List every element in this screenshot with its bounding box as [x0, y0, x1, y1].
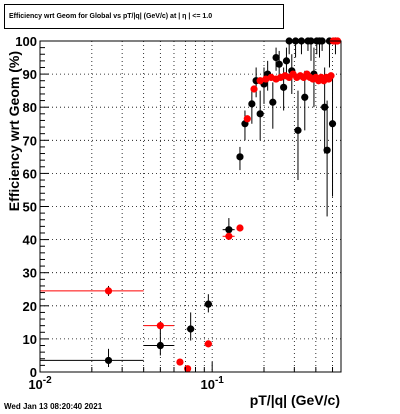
series-1	[40, 37, 342, 373]
data-point	[323, 146, 331, 154]
data-point	[282, 57, 291, 65]
y-tick-label: 100	[15, 34, 37, 49]
data-point	[225, 232, 233, 240]
data-point	[104, 356, 113, 365]
x-tick-label: 10-2	[28, 375, 52, 392]
data-point	[327, 72, 335, 80]
data-point	[256, 110, 264, 118]
data-point	[321, 103, 329, 111]
data-point	[294, 126, 302, 134]
data-point	[250, 85, 258, 93]
y-tick-label: 90	[23, 67, 37, 82]
chart-title: Efficiency wrt Geom for Global vs pT/|q|…	[4, 4, 284, 29]
data-point	[236, 224, 244, 232]
data-point	[156, 341, 164, 350]
data-point	[328, 120, 337, 128]
y-tick-label: 80	[23, 100, 37, 115]
data-point	[275, 60, 283, 68]
y-tick-label: 10	[23, 332, 37, 347]
data-point	[301, 93, 309, 101]
axis-ticks	[39, 40, 334, 373]
data-point	[243, 115, 251, 123]
y-tick-label: 0	[30, 365, 37, 380]
data-point	[176, 358, 184, 366]
data-point	[104, 287, 113, 295]
timestamp: Wed Jan 13 08:20:40 2021	[4, 402, 103, 411]
data-point	[156, 322, 164, 330]
y-tick-label: 30	[23, 266, 37, 281]
data-point	[269, 98, 277, 106]
data-point	[248, 100, 256, 108]
y-axis-title: Efficiency wrt Geom (%)	[6, 51, 22, 211]
x-axis-title: pT/|q| (GeV/c)	[250, 392, 340, 408]
data-point	[236, 153, 244, 161]
y-tick-label: 20	[23, 299, 37, 314]
data-point	[225, 226, 233, 234]
data-point	[187, 325, 195, 333]
axis-tick-labels: 0 10 20 30 40 50 60 70 80 90 100 10-2 10-1	[15, 34, 224, 392]
y-tick-label: 60	[23, 166, 37, 181]
data-point	[204, 300, 212, 308]
y-tick-label: 50	[23, 200, 37, 215]
x-tick-label: 10-1	[200, 375, 224, 392]
data-point	[280, 83, 288, 91]
data-point	[256, 77, 264, 85]
data-point	[272, 53, 280, 62]
data-point	[204, 340, 212, 348]
y-tick-label: 70	[23, 133, 37, 148]
y-tick-label: 40	[23, 233, 37, 248]
chart-series	[40, 37, 342, 373]
